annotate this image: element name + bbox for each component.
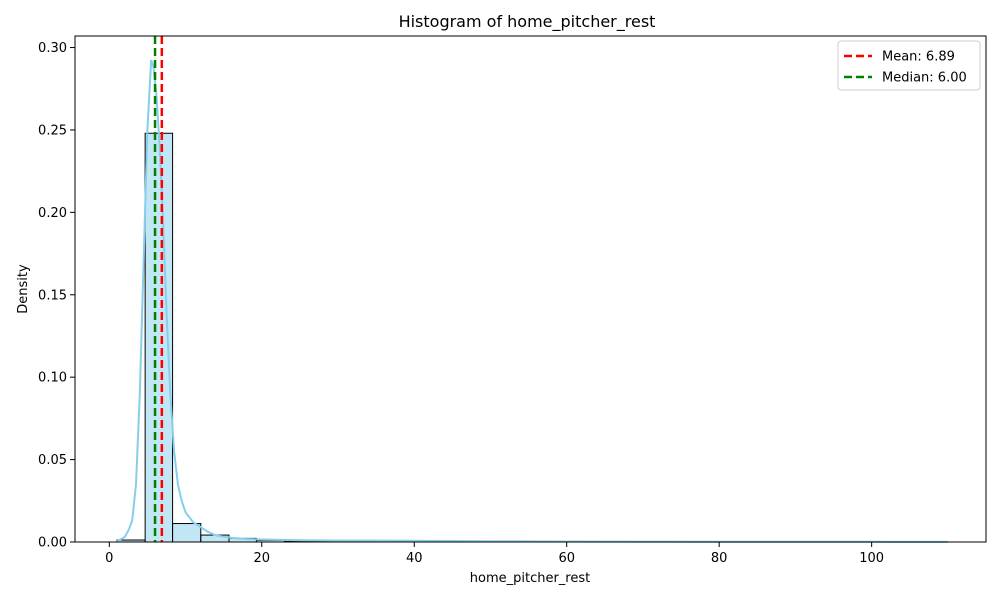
x-axis-label: home_pitcher_rest <box>470 571 590 586</box>
y-tick-label: 0.25 <box>38 123 67 138</box>
x-axis-ticks: 0 20 40 60 80 100 <box>105 542 884 566</box>
x-tick-label: 20 <box>254 551 271 566</box>
y-axis-label: Density <box>16 264 31 314</box>
x-tick-label: 40 <box>406 551 423 566</box>
y-tick-label: 0.00 <box>38 536 67 551</box>
x-tick-label: 0 <box>105 551 113 566</box>
legend: Mean: 6.89 Median: 6.00 <box>837 40 981 91</box>
x-tick-label: 100 <box>859 551 884 566</box>
kde-layer <box>116 59 948 543</box>
plot-frame <box>74 35 987 543</box>
chart-title: Histogram of home_pitcher_rest <box>399 12 656 32</box>
y-axis-ticks: 0.00 0.05 0.10 0.15 0.20 0.25 0.30 <box>38 41 75 551</box>
y-tick-label: 0.10 <box>38 371 67 386</box>
legend-label-mean: Mean: 6.89 <box>882 50 955 65</box>
y-tick-label: 0.30 <box>38 41 67 56</box>
reference-lines <box>153 36 164 542</box>
histogram-bar-2 <box>172 523 202 543</box>
legend-box <box>837 40 981 91</box>
y-tick-label: 0.05 <box>38 453 67 468</box>
x-tick-label: 80 <box>711 551 728 566</box>
legend-label-median: Median: 6.00 <box>882 71 967 86</box>
x-tick-label: 60 <box>558 551 575 566</box>
y-tick-label: 0.20 <box>38 206 67 221</box>
histogram-bars <box>116 132 957 543</box>
y-tick-label: 0.15 <box>38 288 67 303</box>
kde-curve <box>116 59 948 543</box>
